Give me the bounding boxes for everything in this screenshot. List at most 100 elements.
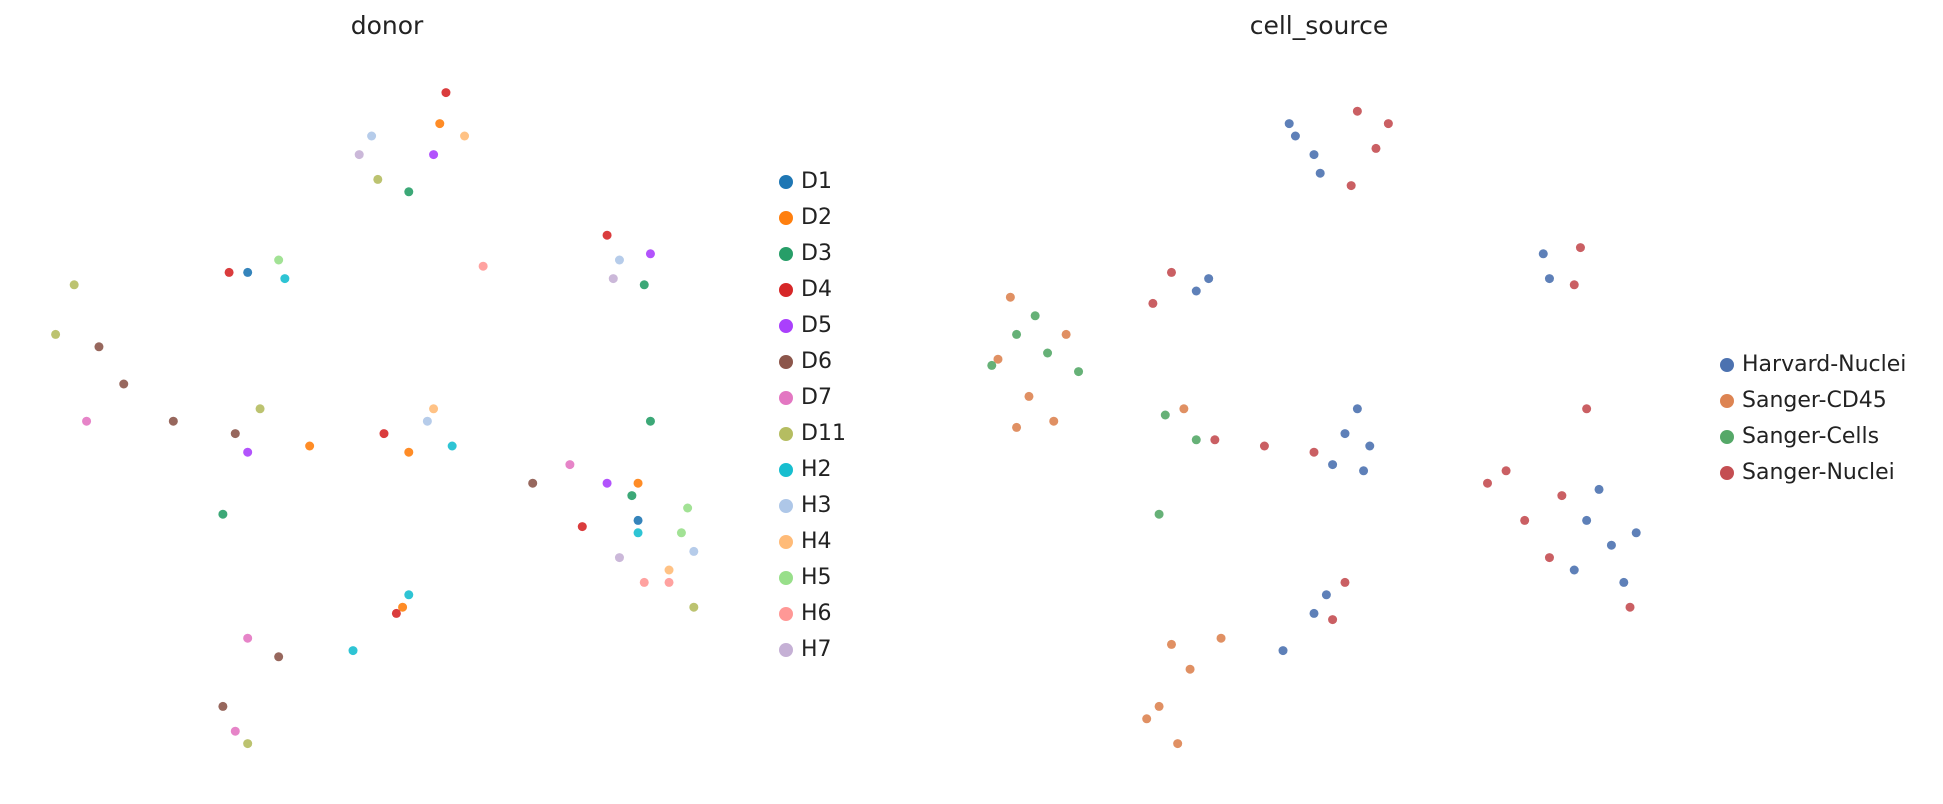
data-point: [1619, 577, 1629, 587]
legend-marker: [779, 355, 793, 369]
data-point: [1340, 429, 1350, 439]
data-point: [1179, 404, 1189, 414]
data-point: [404, 187, 414, 197]
data-point: [1074, 367, 1084, 377]
data-point: [676, 528, 686, 538]
legend-marker: [779, 319, 793, 333]
data-point: [1154, 701, 1164, 711]
legend-label: Sanger-CD45: [1742, 388, 1887, 413]
data-point: [1309, 150, 1319, 160]
data-point: [1569, 565, 1579, 575]
data-point: [230, 429, 240, 439]
data-point: [689, 602, 699, 612]
legend-marker: [1720, 430, 1734, 444]
legend-label: D2: [801, 205, 832, 230]
data-point: [1383, 119, 1393, 129]
data-point: [367, 131, 377, 141]
data-point: [354, 150, 364, 160]
data-point: [683, 503, 693, 513]
data-point: [404, 447, 414, 457]
data-point: [280, 274, 290, 284]
data-point: [1315, 168, 1325, 178]
data-point: [398, 602, 408, 612]
legend-label: H4: [801, 529, 832, 554]
legend-label: D1: [801, 169, 832, 194]
data-point: [1030, 311, 1040, 321]
data-point: [168, 416, 178, 426]
legend-marker: [779, 571, 793, 585]
data-point: [639, 577, 649, 587]
legend-marker: [779, 283, 793, 297]
legend-label: H6: [801, 601, 832, 626]
data-point: [305, 441, 315, 451]
data-point: [1575, 243, 1585, 253]
legend-marker: [779, 211, 793, 225]
data-point: [119, 379, 129, 389]
data-point: [627, 491, 637, 501]
data-point: [243, 633, 253, 643]
data-point: [82, 416, 92, 426]
legend-label: H7: [801, 637, 832, 662]
data-point: [1520, 515, 1530, 525]
data-point: [1582, 404, 1592, 414]
data-point: [1005, 292, 1015, 302]
legend-label: D3: [801, 241, 832, 266]
data-point: [1043, 348, 1053, 358]
data-point: [614, 255, 624, 265]
data-point: [633, 515, 643, 525]
data-point: [243, 739, 253, 749]
legend-label: Harvard-Nuclei: [1742, 352, 1906, 377]
legend-marker: [1720, 394, 1734, 408]
data-point: [1631, 528, 1641, 538]
data-point: [429, 150, 439, 160]
legend-label: D4: [801, 277, 832, 302]
data-point: [614, 553, 624, 563]
data-point: [460, 131, 470, 141]
data-point: [348, 646, 358, 656]
data-point: [1557, 491, 1567, 501]
data-point: [274, 255, 284, 265]
data-point: [645, 416, 655, 426]
data-point: [1191, 286, 1201, 296]
data-point: [1278, 646, 1288, 656]
data-point: [1483, 478, 1492, 488]
data-point: [429, 404, 439, 414]
data-point: [1185, 664, 1195, 674]
data-point: [1569, 280, 1579, 290]
legend-label: D11: [801, 421, 846, 446]
data-point: [218, 701, 228, 711]
data-point: [1544, 553, 1554, 563]
legend-label: Sanger-Nuclei: [1742, 460, 1895, 485]
legend-label: D5: [801, 313, 832, 338]
data-point: [1284, 119, 1294, 129]
data-point: [1328, 615, 1338, 625]
legend-marker: [779, 427, 793, 441]
data-point: [1365, 441, 1375, 451]
data-point: [447, 441, 457, 451]
data-point: [1204, 274, 1214, 284]
data-point: [528, 478, 538, 488]
data-point: [478, 261, 488, 271]
data-point: [633, 478, 643, 488]
data-point: [1259, 441, 1269, 451]
data-point: [435, 119, 445, 129]
legend-label: H2: [801, 457, 832, 482]
data-point: [1594, 484, 1604, 494]
data-point: [565, 460, 575, 470]
data-point: [1012, 329, 1022, 339]
data-point: [602, 230, 612, 240]
legend-marker: [1720, 358, 1734, 372]
data-point: [1049, 416, 1059, 426]
legend-label: D6: [801, 349, 832, 374]
data-point: [1024, 391, 1034, 401]
data-point: [645, 249, 655, 259]
data-point: [422, 416, 432, 426]
data-point: [1309, 608, 1319, 618]
data-point: [69, 280, 79, 290]
data-point: [633, 528, 643, 538]
data-point: [1166, 639, 1176, 649]
data-point: [1371, 143, 1381, 153]
data-point: [639, 280, 649, 290]
